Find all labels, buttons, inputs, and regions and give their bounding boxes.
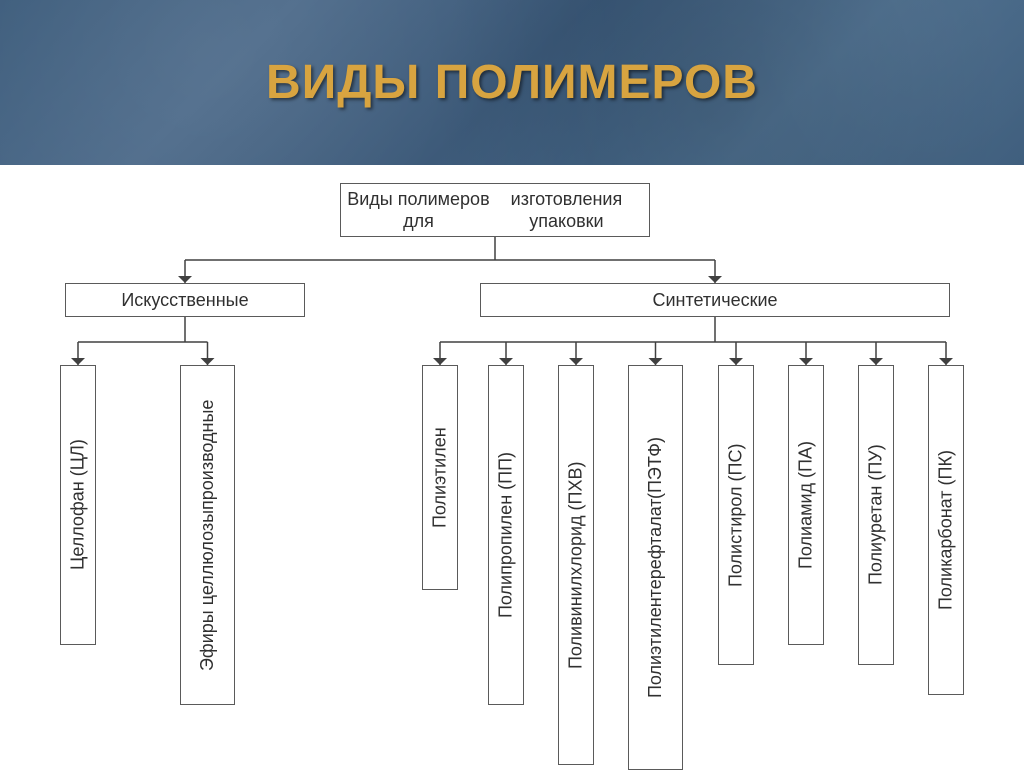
leaf-node: Полиэтилен [422,365,458,590]
tree-node: Синтетические [480,283,950,317]
leaf-node: Эфиры целлюлозыпроизводные [180,365,235,705]
leaf-node: Полистирол (ПС) [718,365,754,665]
slide-header: ВИДЫ ПОЛИМЕРОВ [0,0,1024,165]
leaf-node: Полиуретан (ПУ) [858,365,894,665]
leaf-node: Поливинилхлорид (ПХВ) [558,365,594,765]
tree-node: Виды полимеров дляизготовления упаковки [340,183,650,237]
leaf-node: Полиэтилентерефталат(ПЭТФ) [628,365,683,770]
leaf-node: Поликарбонат (ПК) [928,365,964,695]
leaf-node: Полиамид (ПА) [788,365,824,645]
leaf-node: Полипропилен (ПП) [488,365,524,705]
slide-title: ВИДЫ ПОЛИМЕРОВ [266,55,758,110]
tree-node: Искусственные [65,283,305,317]
leaf-node: Целлофан (ЦЛ) [60,365,96,645]
hierarchy-diagram: Виды полимеров дляизготовления упаковки И… [0,165,1024,767]
